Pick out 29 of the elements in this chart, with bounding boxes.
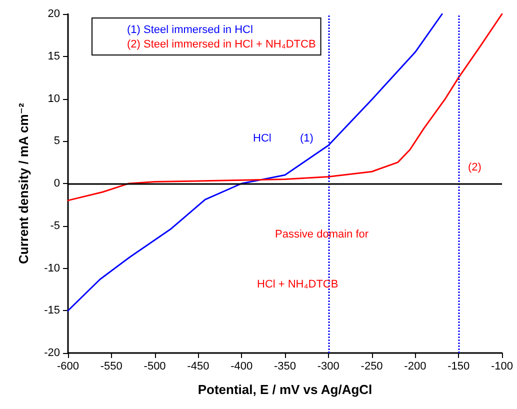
y-axis-title: Current density / mA cm⁻² xyxy=(16,102,31,264)
x-tick-label: -450 xyxy=(187,360,210,372)
x-tick-label: -600 xyxy=(56,360,80,372)
x-tick-label: -150 xyxy=(448,360,470,372)
text: (2) Steel immersed in HCl + NH₄DTCB xyxy=(127,38,316,50)
x-tick-label: -300 xyxy=(317,360,340,372)
y-tick-label: -10 xyxy=(44,262,60,274)
x-tick-label: -250 xyxy=(360,360,383,372)
annotation: Passive domain for xyxy=(275,228,369,240)
x-tick-label: -500 xyxy=(144,360,166,372)
y-tick-label: 5 xyxy=(54,135,60,148)
x-tick-label: -400 xyxy=(230,360,253,372)
x-tick-label: -200 xyxy=(404,360,426,372)
y-tick-label: 20 xyxy=(48,8,60,20)
y-tick-label: -5 xyxy=(50,220,60,232)
x-tick-label: -550 xyxy=(100,360,122,372)
annotation: (2) xyxy=(468,162,482,174)
annotation: (1) xyxy=(300,132,314,144)
y-tick-label: 15 xyxy=(48,50,60,62)
x-tick-label: -350 xyxy=(274,360,296,372)
y-tick-label: -20 xyxy=(44,347,60,359)
x-tick-label: -100 xyxy=(490,360,514,372)
annotation: HCl + NH₄DTCB xyxy=(256,278,338,290)
y-tick-label: 10 xyxy=(48,92,60,105)
x-axis-title: Potential, E / mV vs Ag/AgCl xyxy=(198,382,372,397)
annotation: HCl xyxy=(252,132,272,144)
y-tick-label: -15 xyxy=(44,304,60,317)
text: (1) Steel immersed in HCl xyxy=(127,24,253,36)
y-tick-label: 0 xyxy=(54,178,60,190)
